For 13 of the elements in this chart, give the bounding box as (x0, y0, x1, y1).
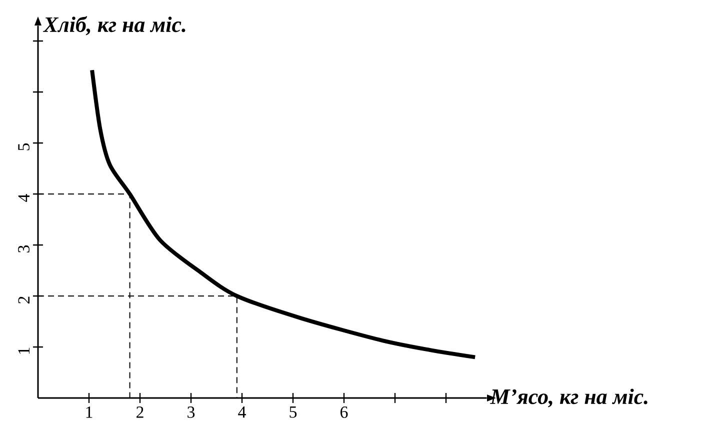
y-tick-label: 4 (18, 194, 30, 202)
y-axis-title: Хліб, кг на міс. (42, 16, 186, 36)
y-tick-label: 2 (18, 296, 30, 304)
x-tick-label: 2 (136, 406, 144, 418)
x-axis-title: М’ясо, кг на міс. (490, 388, 648, 408)
x-tick-label: 1 (86, 406, 92, 418)
x-tick-label: 3 (188, 406, 195, 418)
x-tick-label: 6 (340, 406, 348, 418)
y-tick-label: 3 (18, 245, 30, 252)
x-tick-label: 4 (238, 406, 246, 418)
x-tick-label: 5 (290, 406, 297, 418)
y-tick-label: 5 (18, 143, 30, 150)
y-tick-label: 1 (18, 348, 30, 354)
